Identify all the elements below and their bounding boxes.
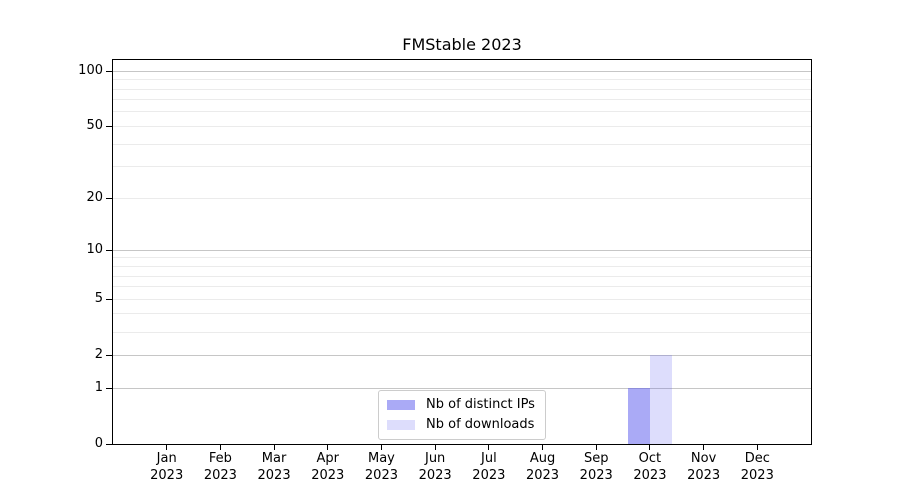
y-tick-mark bbox=[106, 354, 112, 356]
y-tick-label: 2 bbox=[94, 347, 103, 363]
bar-oct-0 bbox=[628, 388, 650, 444]
bar-layer bbox=[113, 60, 811, 444]
x-tick-month: May bbox=[368, 451, 395, 466]
x-tick-year: 2023 bbox=[203, 468, 237, 483]
x-tick-label-jul: Jul 2023 bbox=[449, 450, 529, 484]
x-tick-label-aug: Aug 2023 bbox=[503, 450, 583, 484]
gridline-minor bbox=[113, 88, 811, 90]
x-tick-year: 2023 bbox=[687, 468, 721, 483]
x-tick-month: Apr bbox=[316, 451, 340, 466]
x-tick-year: 2023 bbox=[150, 468, 184, 483]
y-tick-mark bbox=[106, 197, 112, 199]
y-tick-label: 5 bbox=[94, 291, 103, 307]
x-tick-month: Jun bbox=[424, 451, 446, 466]
y-tick-label: 1 bbox=[94, 380, 103, 395]
x-tick-label-nov: Nov 2023 bbox=[664, 450, 744, 484]
plot-area: Nb of distinct IPs Nb of downloads bbox=[112, 59, 812, 445]
x-tick-month: Sep bbox=[583, 451, 609, 466]
x-tick-month: Aug bbox=[529, 451, 556, 466]
x-tick-label-mar: Mar 2023 bbox=[234, 450, 314, 484]
x-tick-label-apr: Apr 2023 bbox=[288, 450, 368, 484]
x-tick-year: 2023 bbox=[472, 468, 506, 483]
y-tick-label: 50 bbox=[86, 118, 103, 134]
legend-item-downloads: Nb of downloads bbox=[387, 417, 535, 433]
y-tick-label: 10 bbox=[86, 242, 103, 258]
y-tick-mark bbox=[106, 249, 112, 251]
gridline-minor bbox=[113, 125, 811, 127]
x-tick-mark bbox=[595, 445, 597, 450]
gridline-minor bbox=[113, 275, 811, 277]
gridline-minor bbox=[113, 143, 811, 145]
x-tick-month: Oct bbox=[638, 451, 662, 466]
gridline-minor bbox=[113, 197, 811, 199]
x-tick-year: 2023 bbox=[740, 468, 774, 483]
gridline-major bbox=[113, 249, 811, 251]
x-tick-year: 2023 bbox=[418, 468, 452, 483]
x-tick-month: Feb bbox=[208, 451, 232, 466]
grid-layer bbox=[113, 60, 811, 444]
x-tick-mark bbox=[380, 445, 382, 450]
y-tick-mark bbox=[106, 70, 112, 72]
x-tick-label-dec: Dec 2023 bbox=[717, 450, 797, 484]
x-tick-month: Jul bbox=[481, 451, 497, 466]
x-tick-month: Nov bbox=[690, 451, 717, 466]
x-tick-label-may: May 2023 bbox=[341, 450, 421, 484]
x-tick-year: 2023 bbox=[311, 468, 345, 483]
gridline-minor bbox=[113, 99, 811, 101]
x-tick-year: 2023 bbox=[364, 468, 398, 483]
y-tick-mark bbox=[106, 443, 112, 445]
gridline-minor bbox=[113, 286, 811, 288]
y-tick-label: 0 bbox=[94, 436, 103, 451]
chart-title: FMStable 2023 bbox=[402, 35, 522, 54]
gridline-minor bbox=[113, 79, 811, 81]
x-tick-mark bbox=[542, 445, 544, 450]
x-tick-label-jun: Jun 2023 bbox=[395, 450, 475, 484]
y-tick-label: 20 bbox=[86, 190, 103, 206]
x-tick-label-jan: Jan 2023 bbox=[127, 450, 207, 484]
x-tick-label-sep: Sep 2023 bbox=[556, 450, 636, 484]
x-tick-label-oct: Oct 2023 bbox=[610, 450, 690, 484]
legend-label-distinct-ips: Nb of distinct IPs bbox=[426, 397, 535, 412]
gridline-minor bbox=[113, 257, 811, 259]
gridline-major bbox=[113, 70, 811, 72]
x-tick-mark bbox=[649, 445, 651, 450]
gridline-major bbox=[113, 354, 811, 356]
x-tick-mark bbox=[219, 445, 221, 450]
x-tick-year: 2023 bbox=[257, 468, 291, 483]
x-tick-year: 2023 bbox=[525, 468, 560, 483]
y-tick-mark bbox=[106, 298, 112, 300]
x-tick-mark bbox=[488, 445, 490, 450]
legend-swatch-distinct-ips bbox=[387, 400, 415, 410]
x-tick-mark bbox=[703, 445, 705, 450]
gridline-minor bbox=[113, 166, 811, 168]
gridline-minor bbox=[113, 111, 811, 113]
x-tick-year: 2023 bbox=[579, 468, 613, 483]
x-tick-mark bbox=[756, 445, 758, 450]
x-tick-mark bbox=[434, 445, 436, 450]
gridline-minor bbox=[113, 331, 811, 333]
x-tick-mark bbox=[166, 445, 168, 450]
legend-swatch-downloads bbox=[387, 420, 415, 430]
legend: Nb of distinct IPs Nb of downloads bbox=[378, 390, 546, 440]
gridline-minor bbox=[113, 313, 811, 315]
x-tick-year: 2023 bbox=[633, 468, 667, 483]
bar-oct-1 bbox=[649, 355, 672, 444]
gridline-major bbox=[113, 387, 811, 389]
x-tick-mark bbox=[273, 445, 275, 450]
y-tick-mark bbox=[106, 387, 112, 389]
y-tick-label: 100 bbox=[78, 63, 103, 79]
y-tick-mark bbox=[106, 125, 112, 127]
x-tick-month: Jan bbox=[156, 451, 177, 466]
legend-label-downloads: Nb of downloads bbox=[426, 417, 535, 432]
x-tick-month: Dec bbox=[744, 451, 770, 466]
gridline-minor bbox=[113, 266, 811, 267]
x-tick-month: Mar bbox=[261, 451, 287, 466]
gridline-minor bbox=[113, 298, 811, 300]
x-tick-mark bbox=[327, 445, 329, 450]
legend-item-distinct-ips: Nb of distinct IPs bbox=[387, 397, 535, 413]
x-tick-label-feb: Feb 2023 bbox=[180, 450, 260, 484]
